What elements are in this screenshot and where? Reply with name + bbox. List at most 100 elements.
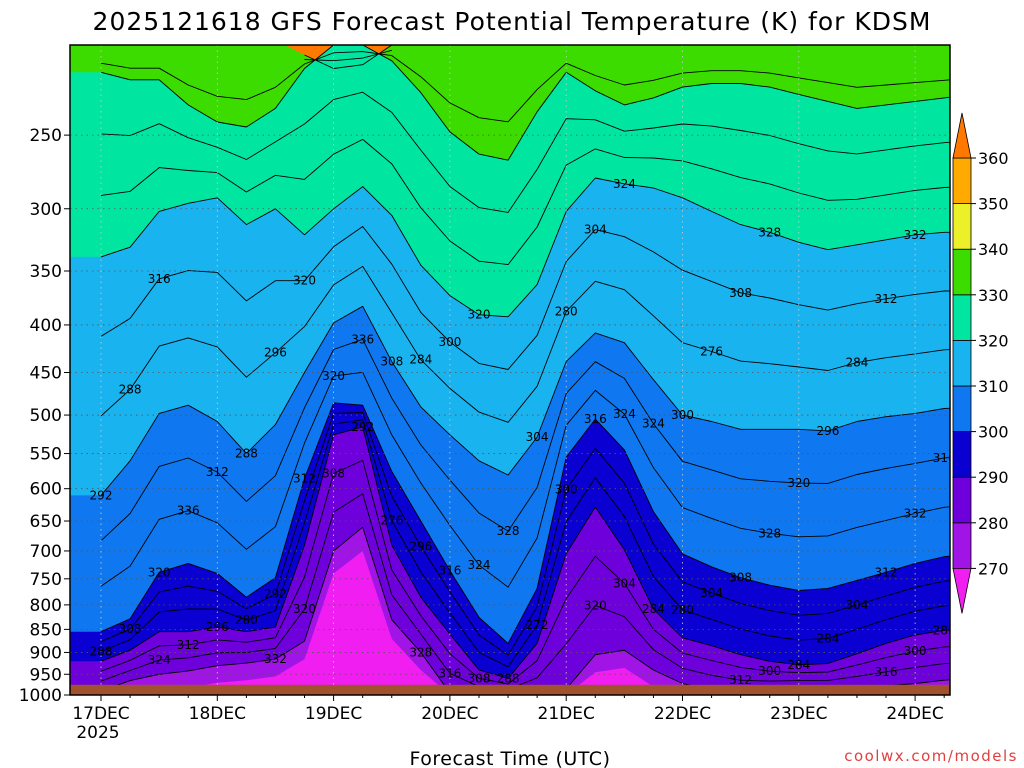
ground [70,684,950,695]
contour-label: 308 [468,671,491,685]
y-tick-label: 300 [30,200,62,220]
contour-label: 328 [758,225,781,239]
colorbar-label: 270 [978,559,1009,578]
contour-line [100,371,950,588]
x-axis-title: Forecast Time (UTC) [410,748,611,768]
x-tick-label: 18DEC [189,704,246,724]
y-tick-label: 650 [30,512,62,532]
plot-frame [69,44,951,696]
contour-label: 324 [613,177,636,191]
colorbar-label: 320 [978,331,1009,350]
contour-line [100,459,950,685]
colorbar-label: 300 [978,423,1009,442]
contour-label: 320 [148,565,171,579]
contour-label: 320 [293,274,316,288]
contour-labels: 332 328 324 320 316 320 312 316 312 308 308 304 300 3… [90,177,950,687]
contour-line [100,426,950,679]
y-tick-label: 600 [30,480,62,500]
contour-label: 320 [787,476,810,490]
contour-label: 308 [322,467,345,481]
contour-label: 304 [584,223,607,237]
contour-label: 308 [729,571,752,585]
colorbar-segment [952,476,972,524]
x-tick-label: 24DEC [886,704,943,724]
contour-label: 320 [293,602,316,616]
contour-label: 284 [845,356,868,370]
contour-line [304,45,393,69]
contour-label: 292 [264,587,287,601]
contour-label: 332 [904,228,927,242]
x-tick-label: 19DEC [305,704,362,724]
x-tick-label: 23DEC [770,704,827,724]
contour-line [100,177,950,318]
contour-label: 288 [119,383,142,397]
contour-line [100,51,950,123]
colorbar-segment [952,339,972,387]
contour-line [304,49,392,62]
contour-line [100,138,950,266]
y-tick-label: 550 [30,445,62,465]
contour-line [100,226,950,370]
contour-label: 336 [351,332,374,346]
colorbar-label: 340 [978,240,1009,259]
contour-label: 336 [177,504,200,518]
y-tick-label: 500 [30,406,62,426]
contour-label: 332 [264,652,287,666]
x-tick-label: 17DEC [72,704,129,724]
colorbar-segment [952,385,972,432]
band-below-280 [70,527,950,695]
contour-label: 312 [177,638,200,652]
credit-label: coolwx.com/models [844,747,1018,765]
contour-label: 316 [438,564,461,578]
contour-label: 288 [90,645,113,659]
contour-label: 280 [235,613,258,627]
contour-label: 284 [642,602,665,616]
contour-label: 304 [845,598,868,612]
contour-label: 316 [584,412,607,426]
contour-label: 300 [758,664,781,678]
contour-line [100,91,950,213]
contour-line [100,412,950,656]
contour-label: 308 [729,286,752,300]
contour-line [100,402,950,644]
contour-label: 288 [497,672,520,686]
contour-label: 284 [409,353,432,367]
y-tick-label: 850 [30,620,62,640]
contour-label: 320 [584,599,607,613]
contour-label: 324 [642,417,665,431]
ground-fill [70,684,950,695]
x-tick-label: 21DEC [538,704,595,724]
grid-lines [70,45,950,695]
contour-label: 312 [729,673,752,687]
contour-label: 324 [148,653,171,667]
contour-label: 296 [264,346,287,360]
contour-label: 312 [875,292,898,306]
chart-title: 2025121618 GFS Forecast Potential Temper… [93,7,932,36]
contour-label: 276 [700,345,723,359]
contour-label: 284 [816,632,839,646]
y-tick-label: 950 [30,665,62,685]
colorbar-label: 280 [978,514,1009,533]
contour-line [100,265,950,423]
contour-label: 296 [206,620,229,634]
contour-label: 276 [380,514,403,528]
colorbar-segment [952,157,972,204]
contour-label: 304 [526,430,549,444]
contour-label: 280 [555,305,578,319]
contour-label: 332 [904,506,927,520]
contour-label: 316 [148,272,171,286]
colorbar-segment [952,203,972,250]
contour-label: 272 [526,618,549,632]
y-tick-label: 450 [30,364,62,384]
x-tick-label: 22DEC [654,704,711,724]
temperature-bands [70,45,950,695]
colorbar-segment [952,294,972,341]
colorbar-top-arrow [952,112,972,159]
colorbar-bottom-arrow [952,568,972,614]
contour-line [100,338,950,542]
contour-label: 324 [468,558,491,572]
y-tick-label: 1000 [19,686,62,706]
colorbar-label: 290 [978,468,1009,487]
y-tick-label: 250 [30,126,62,146]
y-tick-label: 350 [30,262,62,282]
